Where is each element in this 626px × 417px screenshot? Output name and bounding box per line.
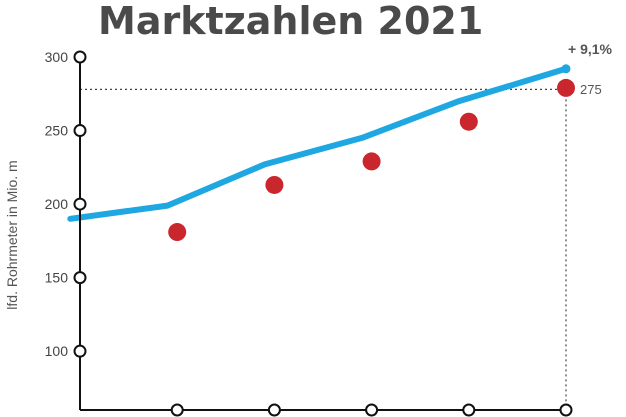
- y-tick-marker: [73, 197, 87, 211]
- y-tick-marker: [73, 50, 87, 64]
- y-tick-marker: [73, 344, 87, 358]
- data-point: [362, 152, 381, 171]
- ticks-layer: 100 150 200 250 300: [45, 49, 573, 417]
- y-tick-label: 100: [45, 343, 69, 359]
- data-point: [459, 112, 478, 131]
- x-tick-marker: [170, 403, 184, 417]
- chart-title: Marktzahlen 2021: [98, 0, 483, 43]
- growth-annotation: + 9,1%: [568, 41, 613, 57]
- x-tick-marker: [559, 403, 573, 417]
- trend-line: [67, 65, 569, 222]
- x-tick-marker: [365, 403, 379, 417]
- plot-lines-layer: [67, 64, 571, 410]
- y-tick-marker: [73, 124, 87, 138]
- x-tick-marker: [267, 403, 281, 417]
- data-point: [557, 78, 575, 97]
- data-point: [168, 223, 187, 242]
- data-point: [265, 175, 284, 194]
- y-tick-marker: [73, 271, 87, 285]
- y-tick-label: 300: [45, 49, 69, 65]
- y-tick-label: 150: [45, 270, 69, 286]
- y-axis-label: lfd. Rohrmeter in Mio. m: [4, 160, 20, 309]
- x-tick-marker: [462, 403, 476, 417]
- trend-line-endpoint: [561, 64, 571, 74]
- y-tick-label: 200: [45, 196, 69, 212]
- points-layer: [168, 78, 575, 242]
- y-tick-label: 250: [45, 123, 69, 139]
- end-value-annotation: 275: [580, 82, 602, 97]
- axes-layer: [79, 57, 566, 411]
